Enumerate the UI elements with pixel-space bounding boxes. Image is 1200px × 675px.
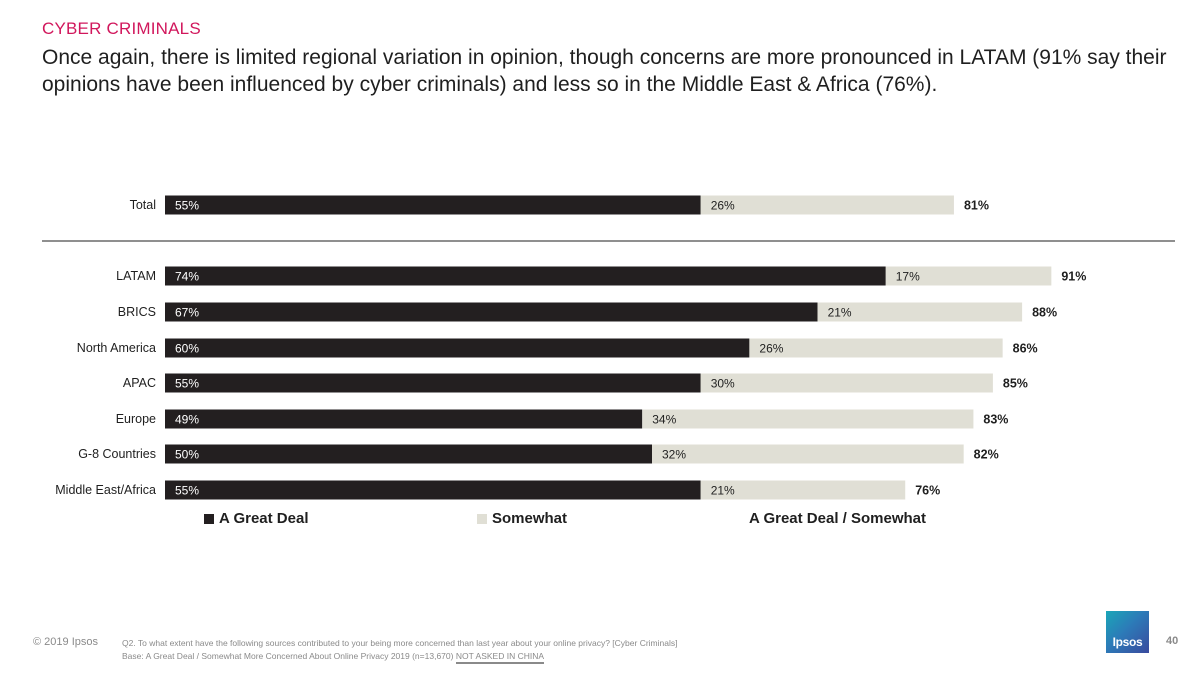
total-label-brics: 88%: [1032, 306, 1057, 320]
ipsos-logo: Ipsos: [1106, 611, 1149, 653]
footnote-question: Q2. To what extent have the following so…: [122, 638, 678, 648]
legend-swatch-somewhat: [477, 513, 487, 524]
data-label-a-great-deal-g-8-countries: 50%: [175, 448, 199, 462]
headline: Once again, there is limited regional va…: [42, 46, 1167, 96]
section-label: CYBER CRIMINALS: [42, 19, 201, 38]
data-label-a-great-deal-middle-east-africa: 55%: [175, 484, 199, 498]
category-label-latam: LATAM: [116, 269, 156, 283]
legend-item-great-deal: A Great Deal: [204, 510, 308, 527]
total-label-europe: 83%: [983, 413, 1008, 427]
data-label-somewhat-middle-east-africa: 21%: [711, 484, 735, 498]
bar-somewhat-latam: [885, 266, 1052, 286]
legend-item-somewhat: Somewhat: [477, 510, 567, 527]
bar-a-great-deal-middle-east-africa: [165, 480, 701, 500]
data-label-somewhat-latam: 17%: [896, 270, 920, 284]
data-label-a-great-deal-europe: 49%: [175, 413, 199, 427]
bar-somewhat-g-8-countries: [652, 444, 964, 464]
bar-a-great-deal-latam: [165, 266, 886, 286]
legend-label-great-deal: A Great Deal: [219, 510, 309, 527]
data-label-somewhat-europe: 34%: [652, 413, 676, 427]
data-label-a-great-deal-apac: 55%: [175, 377, 199, 391]
bar-somewhat-europe: [642, 409, 974, 429]
footnote-base: Base: A Great Deal / Somewhat More Conce…: [122, 650, 677, 664]
bar-a-great-deal-g-8-countries: [165, 444, 652, 464]
page-number: 40: [1166, 635, 1179, 647]
bar-a-great-deal-total: [165, 195, 701, 215]
bar-somewhat-middle-east-africa: [700, 480, 906, 500]
category-label-middle-east-africa: Middle East/Africa: [55, 483, 156, 497]
not-asked-note: NOT ASKED IN CHINA: [455, 651, 545, 664]
category-label-g-8-countries: G-8 Countries: [78, 447, 156, 461]
bar-somewhat-north-america: [749, 338, 1003, 358]
legend-swatch-great-deal: [204, 513, 214, 524]
legend-label-total: A Great Deal / Somewhat: [749, 510, 926, 527]
data-label-a-great-deal-brics: 67%: [175, 306, 199, 320]
bar-a-great-deal-brics: [165, 302, 818, 322]
bar-a-great-deal-europe: [165, 409, 643, 429]
data-label-somewhat-north-america: 26%: [759, 342, 783, 356]
data-label-a-great-deal-latam: 74%: [175, 270, 199, 284]
data-label-somewhat-apac: 30%: [711, 377, 735, 391]
data-label-somewhat-brics: 21%: [828, 306, 852, 320]
legend-label-somewhat: Somewhat: [492, 510, 568, 527]
category-label-total: Total: [130, 198, 156, 212]
category-label-north-america: North America: [77, 341, 156, 355]
total-label-g-8-countries: 82%: [974, 448, 999, 462]
total-label-latam: 91%: [1061, 270, 1086, 284]
data-label-a-great-deal-north-america: 60%: [175, 342, 199, 356]
data-label-somewhat-total: 26%: [711, 199, 735, 213]
category-label-europe: Europe: [116, 412, 156, 426]
total-label-middle-east-africa: 76%: [915, 484, 940, 498]
footnote: Q2. To what extent have the following so…: [122, 637, 678, 664]
bar-somewhat-brics: [817, 302, 1023, 322]
bar-a-great-deal-apac: [165, 373, 701, 393]
bar-somewhat-apac: [700, 373, 993, 393]
data-label-a-great-deal-total: 55%: [175, 199, 199, 213]
copyright: © 2019 Ipsos: [33, 636, 98, 648]
total-label-north-america: 86%: [1013, 342, 1038, 356]
bar-a-great-deal-north-america: [165, 338, 750, 358]
category-label-apac: APAC: [123, 376, 156, 390]
bar-somewhat-total: [700, 195, 954, 215]
category-label-brics: BRICS: [118, 305, 156, 319]
logo-word: Ipsos: [1112, 635, 1143, 649]
data-label-somewhat-g-8-countries: 32%: [662, 448, 686, 462]
total-label-apac: 85%: [1003, 377, 1028, 391]
total-label-total: 81%: [964, 199, 989, 213]
footnote-base-text: Base: A Great Deal / Somewhat More Conce…: [122, 651, 454, 661]
legend-item-total: A Great Deal / Somewhat: [749, 510, 926, 527]
